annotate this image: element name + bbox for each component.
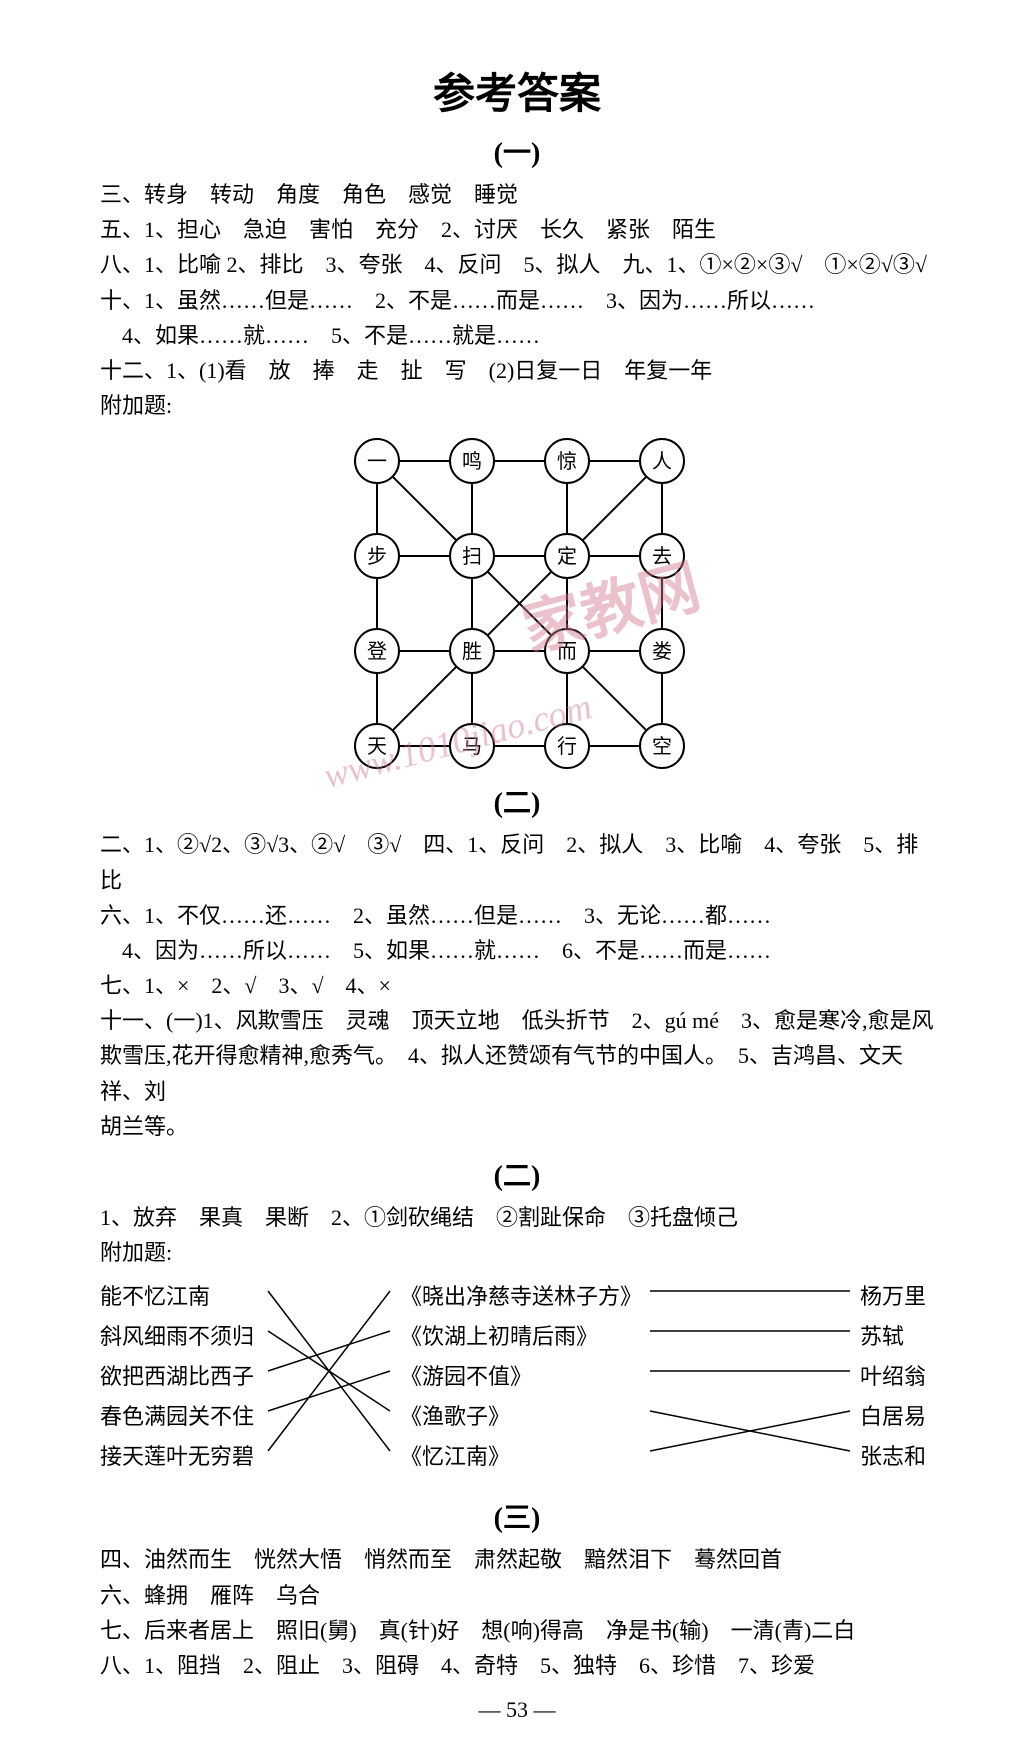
- svg-text:去: 去: [652, 545, 672, 568]
- s1-line-5: 十二、1、(1)看 放 捧 走 扯 写 (2)日复一日 年复一年: [100, 353, 934, 388]
- s2a-line-4: 十一、(一)1、风欺雪压 灵魂 顶天立地 低头折节 2、gú mé 3、愈是寒冷…: [100, 1003, 934, 1038]
- s3-line-1: 六、蜂拥 雁阵 乌合: [100, 1578, 934, 1613]
- svg-text:步: 步: [367, 545, 387, 568]
- section-1-number: (一): [100, 131, 934, 171]
- match-mid-2: 《游园不值》: [400, 1359, 532, 1391]
- s3-line-2: 七、后来者居上 照旧(舅) 真(针)好 想(响)得高 净是书(输) 一清(青)二…: [100, 1613, 934, 1648]
- page-title: 参考答案: [100, 60, 934, 121]
- svg-text:而: 而: [557, 641, 577, 663]
- section-3-number: (三): [100, 1496, 934, 1536]
- character-grid-diagram: 一 鸣 惊 人步 扫 定 去登 胜 而 娄天 马 行 空: [100, 431, 934, 771]
- match-right-4: 张志和: [860, 1439, 926, 1471]
- match-right-1: 苏轼: [860, 1319, 904, 1351]
- svg-text:娄: 娄: [652, 640, 672, 663]
- match-right-3: 白居易: [860, 1399, 926, 1431]
- s2a-line-5: 欺雪压,花开得愈精神,愈秀气。 4、拟人还赞颂有气节的中国人。 5、吉鸿昌、文天…: [100, 1038, 934, 1108]
- s2b-line-1: 附加题:: [100, 1235, 934, 1270]
- svg-text:惊: 惊: [557, 450, 577, 473]
- match-right-0: 杨万里: [860, 1279, 926, 1311]
- svg-text:空: 空: [652, 735, 672, 758]
- svg-text:天: 天: [367, 736, 387, 758]
- match-left-4: 接天莲叶无穷碧: [100, 1439, 254, 1471]
- s2a-line-3: 七、1、× 2、√ 3、√ 4、×: [100, 968, 934, 1003]
- s1-line-0: 三、转身 转动 角度 角色 感觉 睡觉: [100, 177, 934, 212]
- match-mid-3: 《渔歌子》: [400, 1399, 510, 1431]
- page-container: 家教网 www.1010jiao.com 参考答案 (一) 三、转身 转动 角度…: [0, 0, 1024, 1763]
- s2a-line-1: 六、1、不仅……还…… 2、虽然……但是…… 3、无论……都……: [100, 898, 934, 933]
- svg-text:马: 马: [462, 736, 482, 758]
- svg-text:一: 一: [367, 451, 387, 473]
- page-number: — 53 —: [100, 1697, 934, 1723]
- s2a-line-2: 4、因为……所以…… 5、如果……就…… 6、不是……而是……: [100, 933, 934, 968]
- section-2a-number: (二): [100, 781, 934, 821]
- match-left-1: 斜风细雨不须归: [100, 1319, 254, 1351]
- match-left-3: 春色满园关不住: [100, 1399, 254, 1431]
- match-mid-1: 《饮湖上初晴后雨》: [400, 1319, 598, 1351]
- match-mid-4: 《忆江南》: [400, 1439, 510, 1471]
- match-left-2: 欲把西湖比西子: [100, 1359, 254, 1391]
- s1-line-6: 附加题:: [100, 388, 934, 423]
- s3-line-3: 八、1、阻挡 2、阻止 3、阻碍 4、奇特 5、独特 6、珍惜 7、珍爱: [100, 1648, 934, 1683]
- s1-line-1: 五、1、担心 急迫 害怕 充分 2、讨厌 长久 紧张 陌生: [100, 212, 934, 247]
- s1-line-3: 十、1、虽然……但是…… 2、不是……而是…… 3、因为……所以……: [100, 283, 934, 318]
- s1-line-4: 4、如果……就…… 5、不是……就是……: [100, 318, 934, 353]
- match-left-0: 能不忆江南: [100, 1279, 210, 1311]
- s2a-line-0: 二、1、②√2、③√3、②√ ③√ 四、1、反问 2、拟人 3、比喻 4、夸张 …: [100, 827, 934, 897]
- svg-text:登: 登: [367, 640, 387, 663]
- svg-text:行: 行: [557, 735, 577, 758]
- svg-text:定: 定: [557, 545, 577, 568]
- s1-line-2: 八、1、比喻 2、排比 3、夸张 4、反问 5、拟人 九、1、①×②×③√ ①×…: [100, 247, 934, 282]
- s2b-line-0: 1、放弃 果真 果断 2、①剑砍绳结 ②割趾保命 ③托盘倾己: [100, 1200, 934, 1235]
- s2a-line-6: 胡兰等。: [100, 1109, 934, 1144]
- match-right-2: 叶绍翁: [860, 1359, 926, 1391]
- match-mid-0: 《晓出净慈寺送林子方》: [400, 1279, 642, 1311]
- svg-text:扫: 扫: [462, 545, 482, 568]
- s3-line-0: 四、油然而生 恍然大悟 悄然而至 肃然起敬 黯然泪下 蓦然回首: [100, 1542, 934, 1577]
- svg-text:人: 人: [652, 450, 672, 473]
- section-2b-number: (二): [100, 1154, 934, 1194]
- svg-text:鸣: 鸣: [462, 450, 482, 473]
- poem-matching-diagram: 能不忆江南斜风细雨不须归欲把西湖比西子春色满园关不住接天莲叶无穷碧 《晓出净慈寺送…: [100, 1276, 934, 1486]
- svg-text:胜: 胜: [462, 640, 482, 663]
